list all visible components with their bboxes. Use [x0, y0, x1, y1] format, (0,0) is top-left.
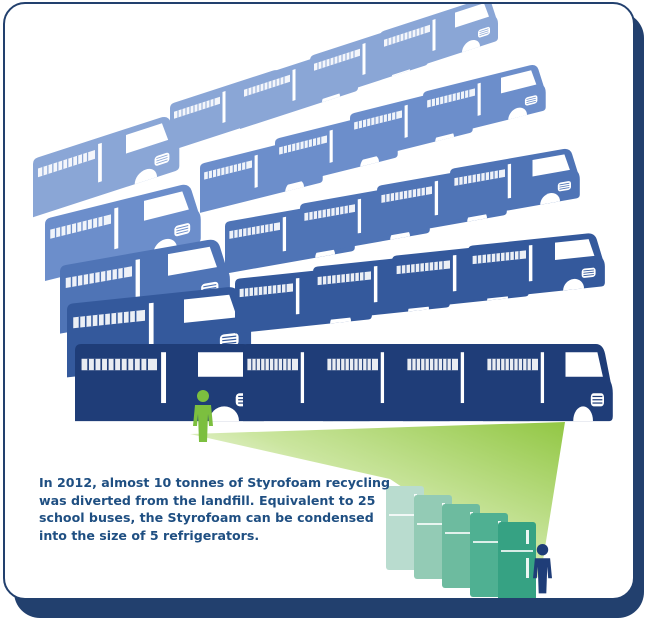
infographic-illustration: [32, 4, 614, 598]
infographic-card: In 2012, almost 10 tonnes of Styrofoam r…: [3, 2, 635, 600]
condensing-beam: [190, 422, 565, 579]
caption-text: In 2012, almost 10 tonnes of Styrofoam r…: [39, 475, 391, 543]
refrigerator-icon: [498, 522, 536, 598]
bus-row-1: [74, 343, 614, 422]
